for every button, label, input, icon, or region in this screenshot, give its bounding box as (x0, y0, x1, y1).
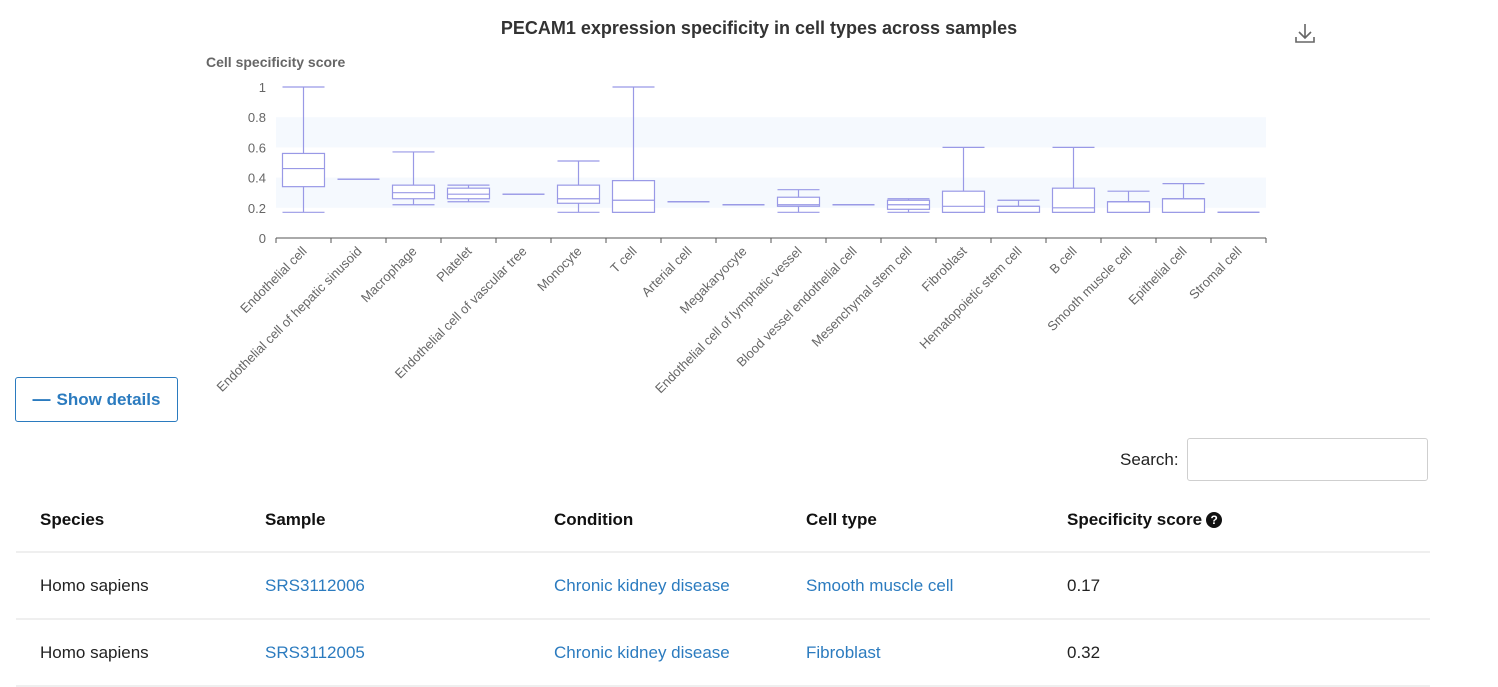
cell-cell-type: Smooth muscle cell (782, 552, 1043, 620)
cell-condition: Chronic kidney disease (530, 552, 782, 620)
header-condition[interactable]: Condition (530, 489, 782, 553)
box-plot-item[interactable] (281, 86, 326, 213)
x-category-label: Mesenchymal stem cell (808, 243, 914, 349)
cell-type-link[interactable]: Smooth muscle cell (806, 575, 954, 595)
search-label: Search: (1120, 449, 1179, 469)
box-iqr (611, 180, 656, 213)
chart-title: PECAM1 expression specificity in cell ty… (501, 18, 1017, 38)
sample-link[interactable]: SRS3112006 (265, 575, 365, 595)
chart-container: PECAM1 expression specificity in cell ty… (206, 18, 1320, 395)
x-category-label: Stromal cell (1186, 243, 1245, 302)
table-header-row: Species Sample Condition Cell type Speci… (16, 489, 1430, 553)
box-plot-item[interactable] (611, 86, 656, 213)
box-plot-item[interactable] (1161, 183, 1206, 213)
box-plot-item[interactable] (556, 160, 601, 213)
header-sample[interactable]: Sample (241, 489, 530, 553)
cell-cell-type: Fibroblast (782, 619, 1043, 687)
y-tick-label: 0.2 (248, 201, 266, 216)
cell-score: 0.32 (1043, 619, 1430, 687)
box-iqr (556, 184, 601, 204)
cell-score: 0.17 (1043, 552, 1430, 620)
x-category-label: T cell (607, 243, 639, 275)
box-iqr (391, 184, 436, 200)
x-category-label: B cell (1047, 243, 1080, 276)
header-specificity-score[interactable]: Specificity score? (1043, 489, 1430, 553)
y-tick-label: 1 (259, 80, 266, 95)
cell-sample: SRS3112006 (241, 552, 530, 620)
download-icon (1295, 24, 1315, 43)
y-axis-title: Cell specificity score (206, 54, 346, 70)
table-row: Homo sapiens SRS3112005 Chronic kidney d… (16, 619, 1430, 687)
cell-sample: SRS3112005 (241, 619, 530, 687)
search-input[interactable] (1186, 438, 1428, 481)
box-iqr (281, 152, 326, 188)
header-cell-type[interactable]: Cell type (782, 489, 1043, 553)
box-iqr (1106, 201, 1151, 213)
box-iqr (446, 187, 491, 200)
header-species[interactable]: Species (16, 489, 241, 553)
box-iqr (996, 205, 1041, 213)
x-category-label: Arterial cell (639, 243, 695, 299)
x-category-label: Monocyte (534, 244, 584, 294)
cell-condition: Chronic kidney disease (530, 619, 782, 687)
results-table: Species Sample Condition Cell type Speci… (16, 489, 1430, 687)
minus-icon: — (32, 389, 51, 409)
condition-link[interactable]: Chronic kidney disease (554, 575, 730, 595)
box-iqr (1161, 198, 1206, 213)
box-plot-item[interactable] (1106, 190, 1151, 213)
plot-band (276, 177, 1266, 208)
box-plot-item[interactable] (941, 146, 986, 213)
y-tick-label: 0.4 (248, 171, 266, 186)
y-tick-label: 0.6 (248, 140, 266, 155)
cell-species: Homo sapiens (16, 619, 241, 687)
plot-band (276, 117, 1266, 148)
sample-link[interactable]: SRS3112005 (265, 642, 365, 662)
y-tick-label: 0.8 (248, 110, 266, 125)
x-category-label: Platelet (433, 243, 475, 285)
question-circle-icon[interactable]: ? (1206, 512, 1223, 528)
x-category-label: Epithelial cell (1125, 243, 1189, 307)
show-details-label: Show details (56, 389, 161, 409)
box-plot-item[interactable] (446, 184, 491, 203)
box-plot-item[interactable] (776, 189, 821, 213)
search-bar: Search: (1120, 438, 1428, 481)
box-plot-item[interactable] (391, 151, 436, 206)
box-plot-item[interactable] (1051, 146, 1096, 213)
box-iqr (941, 190, 986, 213)
cell-type-link[interactable]: Fibroblast (806, 642, 881, 662)
show-details-button[interactable]: — Show details (15, 377, 178, 422)
condition-link[interactable]: Chronic kidney disease (554, 642, 730, 662)
box-iqr (1051, 187, 1096, 213)
table-row: Homo sapiens SRS3112006 Chronic kidney d… (16, 552, 1430, 620)
y-tick-label: 0 (259, 231, 266, 246)
download-button[interactable] (1290, 18, 1320, 48)
box-plot-item[interactable] (996, 199, 1041, 213)
x-category-label: Macrophage (358, 244, 420, 306)
box-plot-chart: PECAM1 expression specificity in cell ty… (206, 18, 1267, 395)
x-category-label: Hematopoietic stem cell (916, 243, 1024, 351)
box-plot-item[interactable] (886, 198, 931, 213)
x-category-label: Fibroblast (919, 243, 970, 294)
box-iqr (776, 196, 821, 207)
cell-species: Homo sapiens (16, 552, 241, 620)
header-score-label: Specificity score (1067, 510, 1203, 529)
